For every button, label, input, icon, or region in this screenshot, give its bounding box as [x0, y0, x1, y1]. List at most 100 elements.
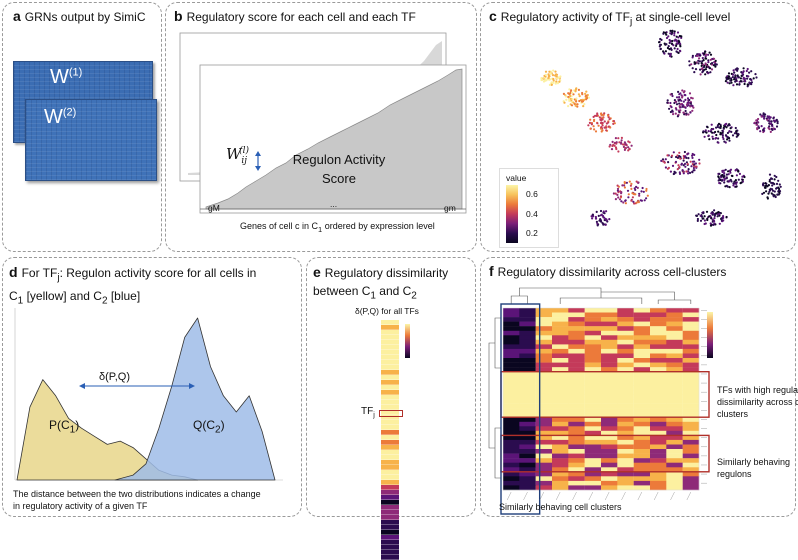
- panel-d: d For TFj: Regulon activity score for all…: [2, 257, 302, 517]
- panel-e-title: e Regulatory dissimilarity between C1 and…: [313, 264, 449, 302]
- tf-highlight: [379, 410, 403, 417]
- panel-f: f Regulatory dissimilarity across cell-cl…: [480, 257, 798, 517]
- tf-cell: [381, 475, 399, 480]
- tf-cell: [381, 470, 399, 475]
- panel-d-caption: The distance between the two distributio…: [13, 489, 261, 511]
- panel-d-title: d For TFj: Regulon activity score for all…: [9, 264, 257, 307]
- tf-cell: [381, 330, 399, 335]
- tf-cell: [381, 380, 399, 385]
- weight-label: Wij(l): [226, 145, 249, 166]
- regulon-activity-area: [205, 68, 463, 210]
- regulon-score-plot: [179, 32, 467, 214]
- umap-cluster-4: [608, 136, 633, 153]
- tf-cell: [381, 440, 399, 445]
- tf-cell: [381, 340, 399, 345]
- axis-label-gM: gM: [208, 203, 220, 213]
- tf-cell: [381, 495, 399, 500]
- panel-b-caption: Genes of cell c in C1 ordered by express…: [240, 221, 435, 234]
- umap-cluster-5: [658, 29, 683, 58]
- tf-cell: [381, 360, 399, 365]
- tf-cell: [381, 325, 399, 330]
- panel-c: c Regulatory activity of TFj at single-ce…: [480, 2, 796, 252]
- p-label: P(C1): [49, 418, 80, 436]
- tf-cell: [381, 490, 399, 495]
- tf-cell: [381, 480, 399, 485]
- tf-cell: [381, 410, 399, 415]
- tf-cell: [381, 370, 399, 375]
- tf-cell: [381, 430, 399, 435]
- axis-label-gm: gm: [444, 203, 456, 213]
- umap-cluster-6: [688, 50, 718, 76]
- regulon-activity-label: Regulon Activity Score: [292, 152, 386, 186]
- umap-scatter: [540, 29, 782, 227]
- tf-cell: [381, 320, 399, 325]
- tf-cell: [381, 455, 399, 460]
- tf-cell: [381, 335, 399, 340]
- tf-cell: [381, 450, 399, 455]
- axis-dots: ...: [330, 199, 338, 209]
- panel-f-caption: Similarly behaving cell clusters: [499, 502, 622, 512]
- panel-e: e Regulatory dissimilarity between C1 and…: [306, 257, 476, 560]
- tf-cell: [381, 435, 399, 440]
- tf-cell: [381, 510, 399, 515]
- umap-cluster-10: [753, 112, 779, 134]
- column-dendrogram: [510, 287, 692, 304]
- panel-c-title: c Regulatory activity of TFj at single-ce…: [489, 8, 731, 28]
- tf-cell: [381, 485, 399, 490]
- matrix-w2: W(2): [25, 99, 157, 181]
- axis-label-stubs: [506, 310, 707, 501]
- tf-colorbar: [405, 324, 410, 358]
- tf-cell: [381, 355, 399, 360]
- umap-cluster-11: [660, 150, 701, 176]
- tf-cell: [381, 395, 399, 400]
- tf-cell: [381, 505, 399, 510]
- heatmap-colorbar: [707, 312, 713, 358]
- tf-cell: [381, 400, 399, 405]
- legend-tick-06: 0.6: [526, 189, 538, 199]
- tf-cell: [381, 385, 399, 390]
- umap-cluster-9: [702, 122, 740, 144]
- umap-cluster-7: [724, 67, 758, 88]
- tf-cell: [381, 460, 399, 465]
- heatmap-cells: [502, 307, 700, 491]
- annotation-high-dissimilarity: TFs with high regulatorydissimilarity ac…: [717, 385, 798, 419]
- cluster-heatmap: [488, 287, 713, 515]
- tf-cell: [381, 415, 399, 420]
- panel-e-subtitle: δ(P,Q) for all TFs: [355, 306, 419, 316]
- row-dendrogram: [488, 317, 501, 479]
- tf-cell: [381, 500, 399, 505]
- tf-cell: [381, 345, 399, 350]
- umap-cluster-13: [612, 180, 649, 205]
- legend-colorbar: [506, 185, 518, 243]
- umap-cluster-2: [562, 87, 590, 108]
- legend-tick-02: 0.2: [526, 228, 538, 238]
- tf-cell: [381, 465, 399, 470]
- tf-label: TFj: [361, 406, 375, 419]
- tf-cell: [381, 420, 399, 425]
- tf-cell: [381, 445, 399, 450]
- umap-cluster-12: [717, 168, 746, 189]
- tf-cell: [381, 365, 399, 370]
- density-plot: [14, 308, 283, 481]
- tf-cell: [381, 555, 399, 560]
- panel-f-title: f Regulatory dissimilarity across cell-cl…: [489, 263, 727, 279]
- panel-a: a GRNs output by SimiC W(1) W(2): [2, 2, 162, 252]
- umap-cluster-3: [587, 112, 616, 133]
- umap-cluster-8: [666, 89, 695, 118]
- tf-cell: [381, 425, 399, 430]
- panel-a-title: a GRNs output by SimiC: [13, 8, 146, 24]
- tf-cell: [381, 405, 399, 410]
- umap-cluster-16: [761, 173, 782, 200]
- density-series-2: [114, 317, 276, 481]
- umap-cluster-15: [695, 209, 728, 227]
- tf-cell: [381, 390, 399, 395]
- panel-b-title: b Regulatory score for each cell and each…: [174, 8, 416, 24]
- tf-cell: [381, 375, 399, 380]
- tf-cell: [381, 350, 399, 355]
- legend-title: value: [506, 173, 527, 183]
- umap-cluster-1: [540, 69, 562, 86]
- annotation-similar-regulons: Similarly behaving regulons: [717, 457, 791, 479]
- umap-cluster-14: [590, 209, 611, 227]
- legend-tick-04: 0.4: [526, 209, 538, 219]
- legend: value 0.6 0.4 0.2: [499, 168, 559, 248]
